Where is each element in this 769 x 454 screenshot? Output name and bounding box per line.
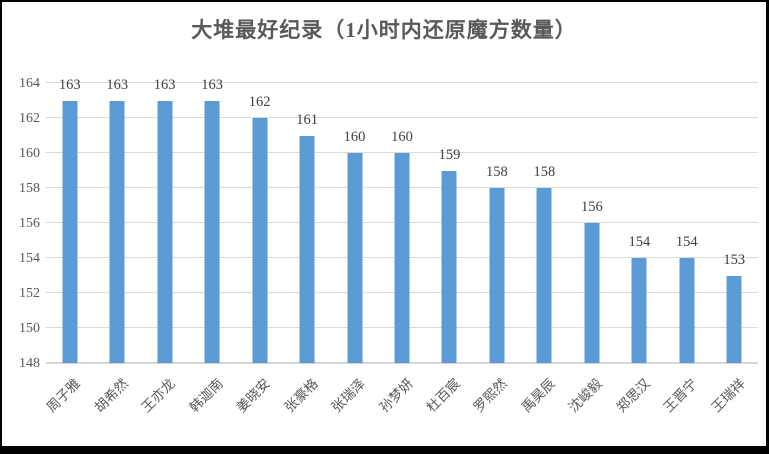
x-category-text: 张瑞泽	[328, 375, 368, 416]
bar-周子雅	[62, 100, 78, 363]
bar-value-label: 163	[201, 76, 223, 93]
bar-王晋宁	[679, 258, 695, 363]
bar-value-label: 159	[438, 146, 461, 163]
bar-姜晓安	[252, 118, 268, 363]
bar-杜百宸	[441, 170, 457, 363]
bar-value-label: 160	[343, 129, 366, 145]
bar-value-label: 160	[391, 129, 413, 145]
y-axis: 148 150 152 154 156 158 160 162 164	[2, 76, 42, 371]
bar-胡希然	[109, 100, 125, 363]
y-tick-label: 156	[19, 216, 40, 231]
bar-王瑞祥	[726, 275, 742, 363]
bar-张瑞泽	[347, 153, 363, 363]
gridline	[46, 117, 758, 118]
x-axis: 周子雅 胡希然 王亦龙 韩迦南 姜晓安 张豪格 张瑞泽 孙梦妍 杜百宸 罗熙然 禹昊辰 沈峻毅 郑思汉王…	[44, 367, 758, 446]
bar-王亦龙	[157, 100, 173, 363]
x-category-text: 孙梦妍	[376, 375, 416, 416]
bar-沈峻毅	[584, 223, 600, 363]
bar-value-label: 154	[628, 234, 651, 250]
x-category-text: 沈峻毅	[566, 375, 606, 416]
bar-韩迦南	[204, 100, 220, 363]
y-tick-label: 154	[19, 251, 40, 266]
x-category-text: 禹昊辰	[518, 375, 558, 416]
bar-value-label: 163	[106, 76, 129, 93]
x-category-text: 周子雅	[43, 375, 84, 416]
gridline	[46, 82, 758, 83]
x-category-text: 胡希然	[91, 375, 131, 416]
x-axis-line	[46, 362, 758, 364]
y-tick-label: 162	[19, 111, 40, 126]
bar-孙梦妍	[394, 153, 410, 363]
bar-value-label: 158	[486, 164, 508, 180]
y-tick-label: 160	[19, 146, 40, 161]
x-category-text: 郑思汉	[613, 375, 653, 416]
x-category-text: 王亦龙	[138, 375, 179, 416]
y-tick-label: 158	[19, 181, 40, 196]
x-category-text: 王瑞祥	[708, 375, 748, 416]
chart-title: 大堆最好纪录（1小时内还原魔方数量）	[191, 18, 577, 42]
bar-value-label: 158	[533, 164, 556, 180]
bar-value-label: 162	[248, 94, 271, 110]
bar-value-label: 163	[58, 76, 81, 93]
plot-area: 163 163 163 163 162 161 160 160 159 158 158 156 154 1…	[46, 77, 758, 364]
bar-张豪格	[299, 135, 315, 363]
y-tick-label: 152	[19, 286, 40, 301]
bar-禹昊辰	[536, 188, 552, 363]
x-category-text: 罗熙然	[471, 375, 511, 416]
x-category-text: 姜晓安	[233, 375, 274, 416]
bar-value-label: 154	[675, 234, 698, 250]
x-category-text: 杜百宸	[423, 375, 463, 416]
x-category-text: 韩迦南	[186, 375, 226, 416]
bar-value-label: 156	[580, 199, 603, 215]
x-category-text: 王晋宁	[661, 375, 701, 416]
bar-郑思汉	[631, 258, 647, 363]
y-tick-label: 148	[19, 356, 40, 371]
bar-value-label: 153	[723, 251, 746, 268]
x-category-text: 张豪格	[281, 375, 321, 416]
y-tick-label: 164	[19, 76, 40, 91]
gridline	[46, 152, 758, 153]
bar-value-label: 161	[296, 111, 318, 128]
bar-罗熙然	[489, 188, 505, 363]
bar-value-label: 163	[153, 76, 176, 93]
y-tick-label: 150	[19, 321, 40, 336]
